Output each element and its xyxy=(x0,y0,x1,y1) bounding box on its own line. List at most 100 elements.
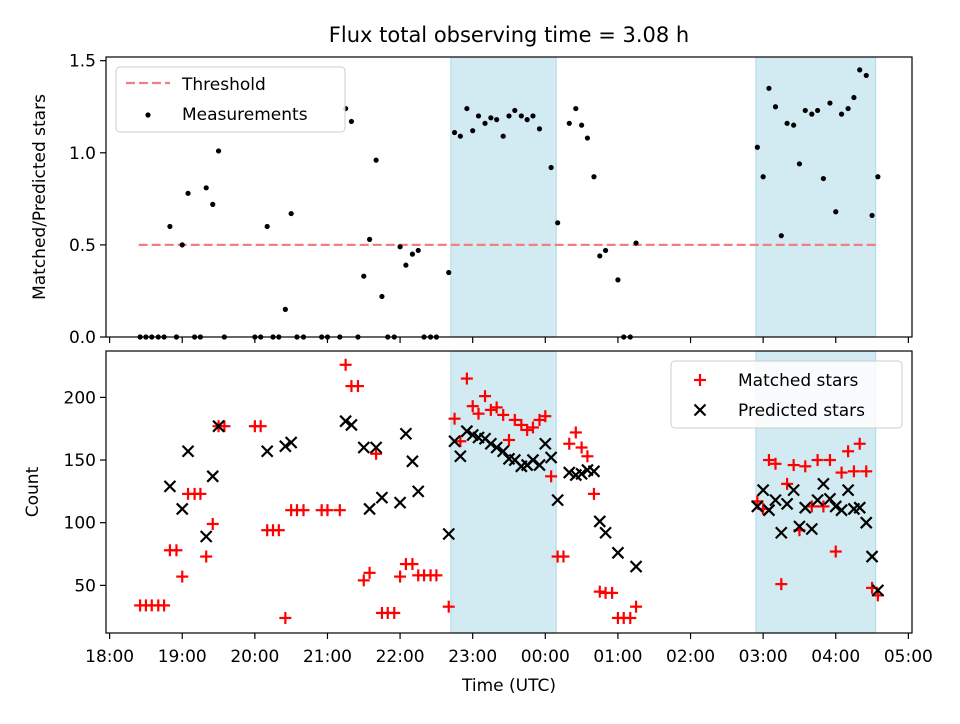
measurement-point xyxy=(573,105,579,112)
matched-star-point xyxy=(460,372,473,385)
figure-title: Flux total observing time = 3.08 h xyxy=(329,23,689,47)
predicted-star-point xyxy=(260,444,274,458)
x-tick-label: 01:00 xyxy=(593,647,642,667)
matched-star-point xyxy=(630,600,643,613)
measurement-point xyxy=(379,293,385,300)
measurement-point xyxy=(215,148,222,154)
predicted-star-point xyxy=(345,418,358,432)
measurement-point xyxy=(851,94,857,101)
matched-star-point xyxy=(448,412,461,425)
measurement-point xyxy=(167,223,173,230)
matched-star-point xyxy=(321,504,334,517)
matched-star-point xyxy=(430,569,443,582)
measurement-point xyxy=(536,126,543,132)
measurement-point xyxy=(446,269,452,276)
matched-star-point xyxy=(823,454,836,467)
ratio-panel-legend: Threshold Measurements xyxy=(115,66,346,133)
predicted-star-point xyxy=(811,493,824,507)
predicted-star-point xyxy=(544,451,558,464)
matched-star-point xyxy=(279,611,292,624)
matched-star-point xyxy=(593,585,606,598)
ratio-panel-observing-windows xyxy=(450,56,877,338)
measurement-point xyxy=(555,220,561,226)
measurement-point xyxy=(845,105,851,112)
measurement-point xyxy=(482,120,488,126)
matched-star-point xyxy=(539,410,552,423)
ratio-panel-y-tick-label: 0.0 xyxy=(69,328,96,348)
count-panel: 50 100 150 200 18:00 19:00 20:00 21:00 22:00 23:… xyxy=(23,350,933,696)
predicted-star-points xyxy=(163,414,885,597)
measurement-point xyxy=(366,236,373,242)
matched-star-point xyxy=(569,426,582,439)
predicted-star-point xyxy=(454,450,467,463)
measurement-point xyxy=(857,67,863,73)
measurement-point xyxy=(802,107,808,114)
predicted-star-point xyxy=(496,444,510,458)
predicted-star-point xyxy=(859,516,873,529)
predicted-star-point xyxy=(442,527,456,541)
measurement-point xyxy=(524,117,530,123)
count-panel-y-label: Count xyxy=(23,466,43,517)
measurement-point xyxy=(815,107,821,114)
predicted-star-point xyxy=(835,503,848,517)
predicted-star-point xyxy=(575,467,588,481)
matched-star-point xyxy=(442,600,455,613)
predicted-star-point xyxy=(775,526,788,540)
measurement-point xyxy=(348,118,355,125)
matched-star-point xyxy=(497,408,510,421)
count-panel-x-ticks: 18:00 19:00 20:00 21:00 22:00 23:00 00:00 01:00… xyxy=(85,633,933,667)
predicted-star-point xyxy=(593,515,607,528)
predicted-star-point xyxy=(175,502,189,516)
matched-star-point xyxy=(472,407,485,420)
matched-star-point xyxy=(484,403,497,416)
matched-star-point xyxy=(170,544,183,557)
measurement-point xyxy=(397,244,403,250)
x-tick-label: 19:00 xyxy=(158,647,207,667)
matched-star-point xyxy=(835,466,848,479)
predicted-star-point xyxy=(629,560,643,573)
measurement-point xyxy=(791,122,797,128)
matched-star-point xyxy=(829,545,842,558)
measurement-point xyxy=(863,72,869,79)
measurement-point xyxy=(203,185,209,191)
predicted-star-point xyxy=(339,414,352,428)
matched-star-point xyxy=(254,420,267,433)
measurement-point xyxy=(766,85,772,91)
ratio-panel-y-tick-label: 0.5 xyxy=(69,236,96,256)
predicted-star-point xyxy=(411,485,425,498)
measurement-point xyxy=(833,209,839,215)
ratio-panel-y-label: Matched/Predicted stars xyxy=(30,94,50,300)
x-tick-label: 22:00 xyxy=(376,647,425,667)
predicted-star-point xyxy=(769,493,782,507)
matched-star-point xyxy=(479,390,492,403)
measurement-point xyxy=(457,133,463,139)
predicted-star-point xyxy=(369,441,383,454)
matched-star-point xyxy=(787,459,800,472)
measurement-point xyxy=(518,113,524,119)
observing-window-1 xyxy=(450,56,557,338)
x-axis-label: Time (UTC) xyxy=(461,676,556,696)
matched-star-point xyxy=(624,611,637,624)
measurement-point xyxy=(500,133,506,139)
matched-star-point xyxy=(158,599,171,612)
observing-window-1 xyxy=(450,350,557,634)
measurement-point xyxy=(403,262,409,268)
x-tick-label: 05:00 xyxy=(884,647,933,667)
predicted-star-point xyxy=(181,444,195,458)
matched-star-point xyxy=(811,454,824,467)
measurement-point xyxy=(409,251,416,257)
predicted-star-point xyxy=(539,437,552,451)
matched-star-point xyxy=(351,380,364,393)
measurement-point xyxy=(597,253,603,259)
predicted-star-point xyxy=(551,493,564,507)
measurement-point xyxy=(584,135,591,141)
ratio-panel-y-tick-label: 1.0 xyxy=(69,144,96,164)
measurement-point xyxy=(282,306,288,312)
predicted-star-point xyxy=(406,455,419,468)
matched-star-point xyxy=(775,578,788,591)
measurement-point xyxy=(809,111,815,117)
predicted-star-point xyxy=(490,441,503,454)
measurement-point xyxy=(796,161,803,167)
matched-star-point xyxy=(521,423,534,436)
